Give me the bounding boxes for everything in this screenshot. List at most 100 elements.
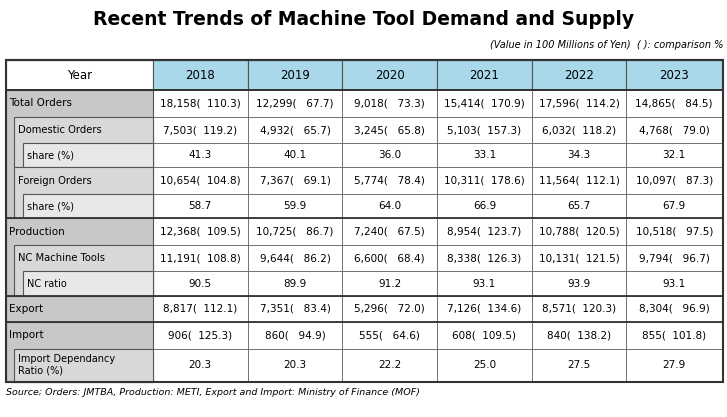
Text: 2019: 2019 (280, 69, 310, 82)
Bar (627, 218, 722, 245)
Text: Domestic Orders: Domestic Orders (18, 125, 102, 135)
Bar (437, 349, 531, 382)
Text: 34.3: 34.3 (568, 151, 591, 161)
Text: 8,304(   96.9): 8,304( 96.9) (639, 304, 710, 314)
Text: 25.0: 25.0 (473, 360, 496, 370)
Bar (627, 60, 722, 90)
Text: 66.9: 66.9 (473, 201, 496, 211)
Text: 32.1: 32.1 (662, 151, 686, 161)
Text: 10,654(  104.8): 10,654( 104.8) (160, 176, 241, 186)
Bar (531, 245, 627, 271)
Bar (531, 60, 627, 90)
Text: 840(  138.2): 840( 138.2) (547, 330, 611, 340)
Bar (6, 218, 153, 296)
Text: 8,338(  126.3): 8,338( 126.3) (447, 253, 521, 263)
Text: 10,788(  120.5): 10,788( 120.5) (539, 226, 619, 236)
Bar (437, 296, 531, 322)
Text: Import: Import (9, 330, 44, 340)
Bar (14, 117, 153, 168)
Bar (6, 349, 153, 382)
Bar (627, 194, 722, 218)
Text: 2020: 2020 (375, 69, 405, 82)
Text: 5,103(  157.3): 5,103( 157.3) (447, 125, 521, 135)
Text: (Value in 100 Millions of Yen)  ( ): comparison %: (Value in 100 Millions of Yen) ( ): comp… (490, 40, 723, 50)
Text: NC ratio: NC ratio (27, 279, 67, 289)
Text: 4,768(   79.0): 4,768( 79.0) (639, 125, 710, 135)
Text: Import Dependancy
Ratio (%): Import Dependancy Ratio (%) (18, 354, 116, 376)
Text: 64.0: 64.0 (378, 201, 401, 211)
Bar (153, 322, 248, 349)
Bar (23, 271, 153, 296)
Text: 7,503(  119.2): 7,503( 119.2) (163, 125, 237, 135)
Bar (342, 349, 437, 382)
Bar (627, 117, 722, 143)
Text: 5,774(   78.4): 5,774( 78.4) (354, 176, 425, 186)
Bar (342, 117, 437, 143)
Text: 9,018(   73.3): 9,018( 73.3) (354, 98, 425, 108)
Bar (14, 168, 153, 218)
Bar (6, 296, 153, 322)
Bar (6, 168, 153, 194)
Text: 2021: 2021 (470, 69, 499, 82)
Text: 14,865(   84.5): 14,865( 84.5) (635, 98, 713, 108)
Bar (437, 60, 531, 90)
Bar (248, 245, 342, 271)
Text: 8,571(  120.3): 8,571( 120.3) (542, 304, 616, 314)
Text: 41.3: 41.3 (188, 151, 212, 161)
Text: Source; Orders: JMTBA, Production: METI, Export and Import: Ministry of Finance : Source; Orders: JMTBA, Production: METI,… (6, 388, 419, 397)
Bar (153, 117, 248, 143)
Text: 7,126(  134.6): 7,126( 134.6) (447, 304, 521, 314)
Bar (6, 194, 153, 218)
Bar (531, 117, 627, 143)
Bar (437, 168, 531, 194)
Text: 608(  109.5): 608( 109.5) (452, 330, 516, 340)
Text: share (%): share (%) (27, 201, 74, 211)
Text: 4,932(   65.7): 4,932( 65.7) (260, 125, 331, 135)
Text: 10,097(   87.3): 10,097( 87.3) (635, 176, 713, 186)
Bar (6, 143, 153, 168)
Bar (531, 168, 627, 194)
Bar (531, 218, 627, 245)
Bar (14, 349, 153, 382)
Bar (627, 349, 722, 382)
Bar (153, 296, 248, 322)
Text: 22.2: 22.2 (378, 360, 401, 370)
Bar (342, 60, 437, 90)
Bar (627, 322, 722, 349)
Bar (153, 194, 248, 218)
Text: 59.9: 59.9 (284, 201, 307, 211)
Bar (531, 194, 627, 218)
Text: 5,296(   72.0): 5,296( 72.0) (354, 304, 425, 314)
Bar (6, 322, 153, 349)
Text: 11,191(  108.8): 11,191( 108.8) (160, 253, 241, 263)
Bar (437, 271, 531, 296)
Bar (342, 322, 437, 349)
Text: share (%): share (%) (27, 151, 74, 161)
Text: 2018: 2018 (185, 69, 215, 82)
Bar (342, 245, 437, 271)
Text: 8,817(  112.1): 8,817( 112.1) (163, 304, 238, 314)
Bar (531, 322, 627, 349)
Bar (248, 117, 342, 143)
Text: Recent Trends of Machine Tool Demand and Supply: Recent Trends of Machine Tool Demand and… (93, 10, 634, 30)
Bar (437, 90, 531, 117)
Bar (153, 90, 248, 117)
Text: 12,299(   67.7): 12,299( 67.7) (256, 98, 334, 108)
Bar (531, 90, 627, 117)
Text: Total Orders: Total Orders (9, 98, 72, 108)
Text: 27.9: 27.9 (662, 360, 686, 370)
Bar (6, 117, 153, 143)
Text: 860(   94.9): 860( 94.9) (265, 330, 326, 340)
Bar (153, 218, 248, 245)
Text: 2023: 2023 (659, 69, 689, 82)
Text: 91.2: 91.2 (378, 279, 401, 289)
Bar (627, 90, 722, 117)
Bar (153, 168, 248, 194)
Bar (6, 60, 723, 382)
Text: 855(  101.8): 855( 101.8) (642, 330, 706, 340)
Text: 9,794(   96.7): 9,794( 96.7) (639, 253, 710, 263)
Bar (6, 218, 153, 245)
Bar (6, 90, 153, 218)
Bar (6, 245, 153, 271)
Text: 10,725(   86.7): 10,725( 86.7) (257, 226, 334, 236)
